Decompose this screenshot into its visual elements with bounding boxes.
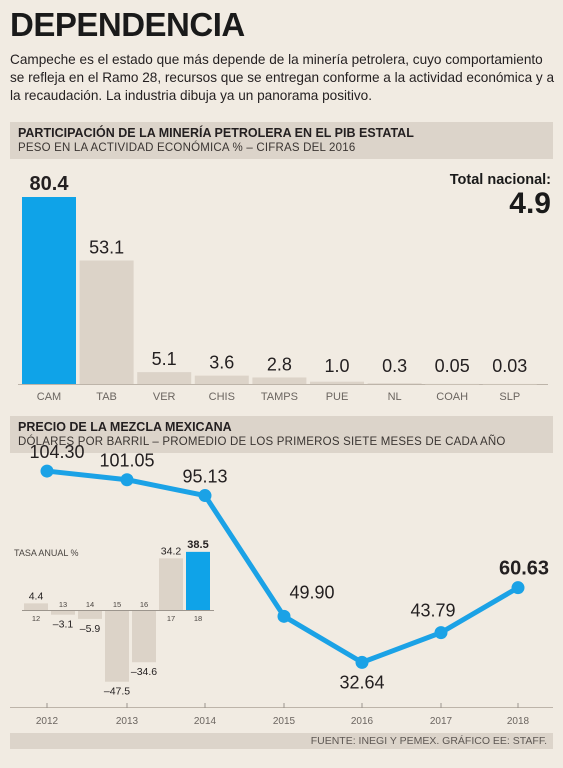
pib-bar-value-label: 5.1	[152, 349, 177, 369]
section-header-pib: PARTICIPACIÓN DE LA MINERÍA PETROLERA EN…	[10, 122, 553, 159]
rate-bar	[24, 603, 48, 610]
x-tick-label: 2017	[430, 716, 453, 727]
rate-bar	[51, 610, 75, 615]
rate-bar-value-label: –5.9	[80, 623, 101, 635]
rate-bar-year: 16	[140, 600, 148, 609]
pib-category-label: COAH	[436, 391, 468, 403]
pib-bar	[137, 372, 192, 384]
x-tick-label: 2015	[273, 716, 296, 727]
intro-paragraph: Campeche es el estado que más depende de…	[10, 52, 555, 104]
rate-bar-year: 13	[59, 600, 67, 609]
headline: DEPENDENCIA	[10, 6, 245, 43]
rate-bar-year: 18	[194, 614, 202, 623]
price-point	[40, 464, 54, 478]
pib-category-label: TAMPS	[261, 391, 298, 403]
rate-bar-value-label: 38.5	[187, 539, 208, 551]
pib-category-label: CHIS	[209, 391, 235, 403]
pib-bar-value-label: 0.3	[382, 356, 407, 376]
rate-chart-title: TASA ANUAL %	[14, 548, 79, 558]
pib-bar	[194, 375, 249, 384]
section-header-price: PRECIO DE LA MEZCLA MEXICANA DÓLARES POR…	[10, 416, 553, 453]
pib-bar	[79, 260, 134, 384]
rate-bar-year: 12	[32, 614, 40, 623]
rate-bar	[78, 610, 102, 619]
pib-category-label: VER	[153, 391, 176, 403]
pib-category-label: SLP	[499, 391, 520, 403]
pib-bar	[425, 383, 480, 385]
price-value-label: 49.90	[289, 582, 334, 602]
rate-bar	[186, 551, 210, 610]
rate-bar-value-label: 4.4	[29, 590, 44, 602]
rate-bar-value-label: 34.2	[161, 545, 182, 557]
pib-bar-value-label: 0.05	[435, 356, 470, 376]
x-tick-label: 2016	[351, 716, 374, 727]
section-subtitle: DÓLARES POR BARRIL – PROMEDIO DE LOS PRI…	[18, 436, 506, 448]
x-tick-label: 2018	[507, 716, 530, 727]
rate-bar-year: 17	[167, 614, 175, 623]
x-tick-label: 2012	[36, 716, 59, 727]
price-point	[511, 581, 525, 595]
rate-bar	[105, 610, 129, 682]
national-total-label: Total nacional:	[449, 172, 551, 188]
pib-bar-value-label: 3.6	[209, 353, 234, 373]
pib-category-label: CAM	[37, 391, 61, 403]
pib-bar-value-label: 80.4	[30, 173, 70, 195]
price-point	[277, 609, 291, 623]
section-title: PARTICIPACIÓN DE LA MINERÍA PETROLERA EN…	[18, 126, 414, 140]
rate-bar-value-label: –3.1	[53, 619, 74, 631]
section-subtitle: PESO EN LA ACTIVIDAD ECONÓMICA % – CIFRA…	[18, 142, 356, 154]
rate-bar-value-label: –34.6	[131, 666, 157, 678]
pib-category-label: NL	[388, 391, 402, 403]
pib-bar-value-label: 1.0	[324, 356, 349, 376]
section-title: PRECIO DE LA MEZCLA MEXICANA	[18, 420, 232, 434]
rate-bar-year: 15	[113, 600, 121, 609]
price-point	[120, 473, 134, 487]
pib-bar-value-label: 0.03	[492, 356, 527, 376]
rate-bar	[159, 558, 183, 610]
pib-bar	[252, 377, 307, 384]
source-bar: FUENTE: INEGI Y PEMEX. GRÁFICO EE: STAFF…	[10, 733, 553, 749]
price-value-label: 101.05	[99, 451, 154, 471]
pib-bar	[22, 197, 76, 384]
price-point	[434, 626, 448, 640]
pib-bar	[310, 381, 364, 384]
rate-bar-value-label: –47.5	[104, 686, 130, 698]
x-tick-label: 2014	[194, 716, 217, 727]
source-note: FUENTE: INEGI Y PEMEX. GRÁFICO EE: STAFF…	[310, 735, 547, 747]
price-value-label: 60.63	[499, 558, 549, 580]
price-value-label: 43.79	[410, 601, 455, 621]
x-tick-label: 2013	[116, 716, 139, 727]
pib-bar-value-label: 53.1	[89, 237, 124, 257]
price-value-label: 104.30	[29, 442, 84, 462]
price-value-label: 95.13	[182, 467, 227, 487]
rate-bar-year: 14	[86, 600, 94, 609]
national-total-value: 4.9	[509, 187, 551, 220]
pib-bar	[367, 383, 422, 384]
pib-bar-value-label: 2.8	[267, 354, 292, 374]
rate-bar	[132, 610, 156, 663]
pib-category-label: TAB	[96, 391, 117, 403]
price-point	[198, 489, 212, 503]
price-value-label: 32.64	[339, 672, 384, 692]
price-point	[355, 655, 369, 669]
pib-bar	[482, 383, 537, 385]
pib-category-label: PUE	[326, 391, 349, 403]
